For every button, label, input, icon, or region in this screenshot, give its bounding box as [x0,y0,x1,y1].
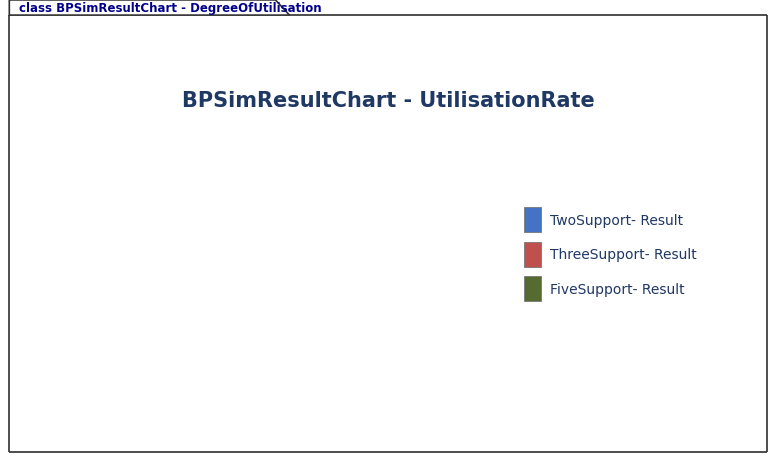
Polygon shape [9,1,289,16]
Bar [524,207,541,233]
Text: BPSimResultChart - UtilisationRate: BPSimResultChart - UtilisationRate [182,91,594,111]
Text: TwoSupport- Result: TwoSupport- Result [550,213,684,227]
Text: FiveSupport- Result: FiveSupport- Result [550,282,684,296]
Bar [524,242,541,267]
Text: class BPSimResultChart - DegreeOfUtilisation: class BPSimResultChart - DegreeOfUtilisa… [19,2,321,15]
Text: ThreeSupport- Result: ThreeSupport- Result [550,248,697,262]
Bar [524,276,541,302]
